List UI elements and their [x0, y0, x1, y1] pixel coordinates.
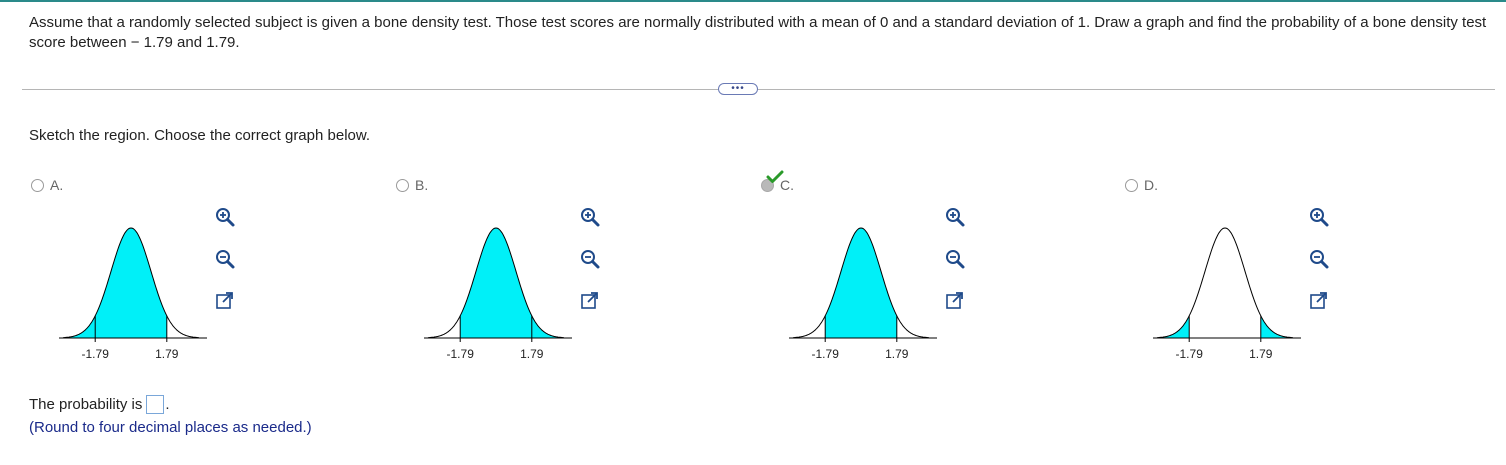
option-d-radio[interactable] [1125, 178, 1138, 192]
probability-input[interactable] [146, 395, 165, 414]
tick-label: -1.79 [1176, 347, 1204, 361]
top-accent-line [0, 0, 1506, 2]
shaded-region [1157, 315, 1190, 338]
section-divider [22, 89, 1495, 90]
tick-label: 1.79 [520, 347, 544, 361]
shaded-region [460, 228, 564, 338]
shaded-region [825, 228, 897, 338]
option-d-selector[interactable]: D. [1125, 177, 1158, 193]
answer-row: The probability is . [29, 395, 170, 414]
option-a-radio[interactable] [31, 178, 44, 192]
option-d-letter: D. [1144, 177, 1158, 193]
option-a-letter: A. [50, 177, 64, 193]
tick-label: -1.79 [82, 347, 110, 361]
tick-label: 1.79 [155, 347, 179, 361]
popout-icon[interactable] [1308, 290, 1330, 312]
density-curve [427, 227, 565, 339]
tick-label: -1.79 [812, 347, 840, 361]
zoom-in-icon[interactable] [579, 206, 601, 228]
option-a-selector[interactable]: A. [31, 177, 63, 193]
density-curve [1156, 227, 1294, 339]
zoom-in-icon[interactable] [944, 206, 966, 228]
option-a-graph: -1.79 1.79 [59, 227, 207, 361]
option-b-selector[interactable]: B. [396, 177, 428, 193]
answer-prefix: The probability is [29, 396, 143, 413]
option-b-graph: -1.79 1.79 [424, 227, 572, 361]
popout-icon[interactable] [214, 290, 236, 312]
option-d: D. -1.79 1.79 [1125, 170, 1465, 370]
more-options-button[interactable]: ••• [718, 83, 758, 95]
tick-label: -1.79 [447, 347, 475, 361]
popout-icon[interactable] [944, 290, 966, 312]
option-d-graph: -1.79 1.79 [1153, 227, 1301, 361]
option-c-letter: C. [780, 177, 794, 193]
option-c: C. -1.79 1.79 [761, 170, 1101, 370]
option-b-radio[interactable] [396, 178, 409, 192]
popout-icon[interactable] [579, 290, 601, 312]
question-text: Assume that a randomly selected subject … [29, 14, 1487, 51]
option-a: A. -1.79 1.79 [31, 170, 371, 370]
shaded-region [63, 228, 167, 338]
tick-label: 1.79 [1249, 347, 1273, 361]
option-c-graph: -1.79 1.79 [789, 227, 937, 361]
option-b-letter: B. [415, 177, 429, 193]
zoom-in-icon[interactable] [214, 206, 236, 228]
tick-label: 1.79 [885, 347, 909, 361]
zoom-out-icon[interactable] [1308, 248, 1330, 270]
zoom-out-icon[interactable] [214, 248, 236, 270]
zoom-out-icon[interactable] [944, 248, 966, 270]
zoom-out-icon[interactable] [579, 248, 601, 270]
density-curve [792, 227, 930, 339]
option-b: B. -1.79 1.79 [396, 170, 736, 370]
zoom-in-icon[interactable] [1308, 206, 1330, 228]
checkmark-icon [766, 170, 784, 183]
density-curve [62, 227, 200, 339]
rounding-hint: (Round to four decimal places as needed.… [29, 419, 312, 436]
instruction-text: Sketch the region. Choose the correct gr… [29, 127, 371, 144]
shaded-region [1260, 315, 1293, 338]
answer-suffix: . [165, 396, 170, 413]
